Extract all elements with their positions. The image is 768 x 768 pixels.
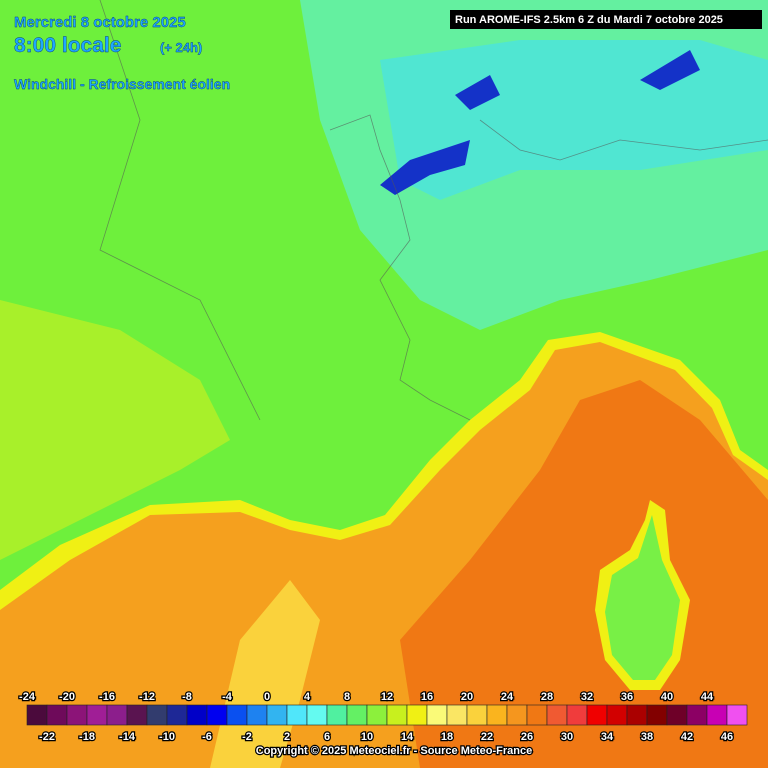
color-swatch (166, 704, 188, 726)
colorbar-label: -12 (139, 691, 155, 703)
color-swatch (86, 704, 108, 726)
color-swatch (106, 704, 128, 726)
colorbar-label: 16 (421, 691, 433, 703)
colorbar-label: 24 (501, 691, 514, 703)
colorbar-label: 4 (304, 691, 311, 703)
colorbar-label: -4 (222, 691, 233, 703)
colorbar-label: 8 (344, 691, 350, 703)
colorbar-label: -18 (79, 731, 95, 743)
color-swatch (206, 704, 228, 726)
colorbar-label: -20 (59, 691, 75, 703)
colorbar-label: -10 (159, 731, 175, 743)
color-swatch (546, 704, 568, 726)
colorbar-label: -24 (19, 691, 36, 703)
color-swatch (566, 704, 588, 726)
color-swatch (366, 704, 388, 726)
color-swatch (406, 704, 428, 726)
colorbar-label: 38 (641, 731, 653, 743)
colorbar: -24-22-20-18-16-14-12-10-8-6-4-202468101… (18, 690, 748, 744)
colorbar-label: 26 (521, 731, 533, 743)
colorbar-label: 2 (284, 731, 290, 743)
color-swatch (606, 704, 628, 726)
color-swatch (226, 704, 248, 726)
date-label: Mercredi 8 octobre 2025 (14, 14, 186, 31)
color-swatch (706, 704, 728, 726)
color-swatch (46, 704, 68, 726)
color-swatch (626, 704, 648, 726)
colorbar-label: 42 (681, 731, 693, 743)
time-label: 8:00 locale (14, 34, 121, 57)
color-swatch (426, 704, 448, 726)
colorbar-label: -14 (119, 731, 136, 743)
colorbar-label: -8 (182, 691, 192, 703)
borders (99, 0, 768, 421)
run-label: Run AROME-IFS 2.5km 6 Z du Mardi 7 octob… (455, 14, 723, 26)
color-swatch (246, 704, 268, 726)
colorbar-label: 18 (441, 731, 453, 743)
colorbar-label: 30 (561, 731, 573, 743)
color-swatch (446, 704, 468, 726)
corsica (605, 515, 680, 680)
color-swatch (306, 704, 328, 726)
color-swatch (26, 704, 48, 726)
lead-label: (+ 24h) (160, 40, 202, 55)
colorbar-label: 40 (661, 691, 673, 703)
parameter-label: Windchill - Refroissement éolien (14, 76, 230, 92)
run-box (450, 10, 762, 29)
color-swatch (586, 704, 608, 726)
colorbar-label: 22 (481, 731, 493, 743)
colorbar-label: 12 (381, 691, 393, 703)
color-swatch (146, 704, 168, 726)
colorbar-label: 32 (581, 691, 593, 703)
copyright: Copyright © 2025 Meteociel.fr - Source M… (256, 745, 532, 757)
colorbar-label: -22 (39, 731, 55, 743)
colorbar-label: 44 (701, 691, 714, 703)
alps-peaks (380, 50, 700, 195)
color-swatch (686, 704, 708, 726)
colorbar-label: 0 (264, 691, 270, 703)
color-swatch (526, 704, 548, 726)
colorbar-label: 34 (601, 731, 614, 743)
color-swatch (486, 704, 508, 726)
colorbar-label: -2 (242, 731, 252, 743)
sea-warm (400, 380, 768, 768)
colorbar-label: 36 (621, 691, 633, 703)
color-swatch (286, 704, 308, 726)
colorbar-label: 6 (324, 731, 330, 743)
colorbar-label: 10 (361, 731, 373, 743)
color-swatch (506, 704, 528, 726)
color-swatch (726, 704, 748, 726)
color-swatch (186, 704, 208, 726)
colorbar-label: 14 (401, 731, 414, 743)
colorbar-label: 20 (461, 691, 473, 703)
color-swatch (266, 704, 288, 726)
land-warm (0, 300, 230, 560)
color-swatch (466, 704, 488, 726)
color-swatch (386, 704, 408, 726)
colorbar-label: 28 (541, 691, 553, 703)
color-swatch (66, 704, 88, 726)
color-swatch (346, 704, 368, 726)
color-swatch (326, 704, 348, 726)
color-swatch (646, 704, 668, 726)
color-swatch (126, 704, 148, 726)
color-swatch (666, 704, 688, 726)
colorbar-label: -16 (99, 691, 115, 703)
colorbar-label: -6 (202, 731, 212, 743)
colorbar-label: 46 (721, 731, 733, 743)
